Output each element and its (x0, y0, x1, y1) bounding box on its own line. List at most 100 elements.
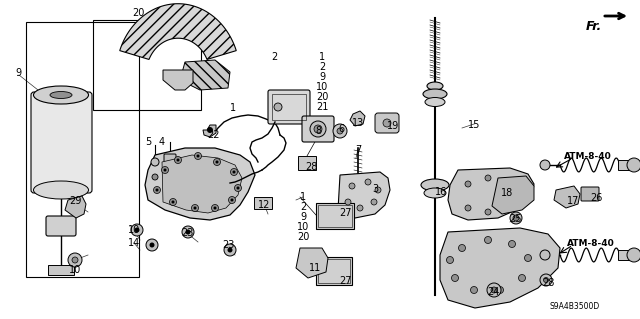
Text: 4: 4 (159, 137, 165, 147)
Polygon shape (180, 60, 230, 90)
Text: ATM-8-40: ATM-8-40 (564, 152, 612, 161)
Circle shape (515, 193, 521, 199)
Ellipse shape (424, 188, 446, 198)
Bar (298, 156, 316, 170)
Circle shape (146, 239, 158, 251)
FancyBboxPatch shape (375, 113, 399, 133)
Text: 20: 20 (316, 92, 328, 102)
Text: 9: 9 (15, 68, 21, 78)
Text: 5: 5 (145, 137, 151, 147)
Circle shape (154, 187, 161, 194)
Text: 6: 6 (338, 124, 344, 134)
Text: 9: 9 (319, 72, 325, 82)
Ellipse shape (50, 92, 72, 99)
Circle shape (497, 286, 504, 293)
Circle shape (491, 287, 497, 293)
Circle shape (175, 157, 182, 164)
Ellipse shape (427, 82, 443, 90)
Circle shape (365, 179, 371, 185)
Text: 14: 14 (128, 238, 140, 248)
Text: 15: 15 (468, 120, 480, 130)
Circle shape (451, 275, 458, 281)
Circle shape (207, 127, 213, 133)
Text: S9A4B3500D: S9A4B3500D (550, 302, 600, 311)
Circle shape (227, 248, 232, 253)
Circle shape (177, 159, 179, 161)
Circle shape (72, 257, 78, 263)
Polygon shape (203, 125, 216, 137)
Circle shape (357, 205, 363, 211)
Circle shape (349, 183, 355, 189)
Text: 23: 23 (222, 240, 234, 250)
Polygon shape (554, 186, 580, 208)
Circle shape (447, 256, 454, 263)
Circle shape (505, 205, 511, 211)
Circle shape (195, 152, 202, 160)
Bar (316, 203, 354, 229)
Circle shape (509, 241, 515, 248)
Circle shape (274, 103, 282, 111)
Text: 28: 28 (542, 278, 554, 288)
Circle shape (465, 181, 471, 187)
Text: 11: 11 (309, 263, 321, 273)
Text: 13: 13 (352, 118, 364, 128)
Circle shape (191, 204, 198, 211)
Polygon shape (296, 248, 328, 278)
Text: ATM-8-40: ATM-8-40 (567, 239, 615, 248)
Circle shape (470, 286, 477, 293)
Text: 10: 10 (128, 225, 140, 235)
Circle shape (375, 187, 381, 193)
Circle shape (484, 236, 492, 243)
Circle shape (333, 124, 347, 138)
Text: 7: 7 (355, 145, 361, 155)
Circle shape (68, 253, 82, 267)
Bar (48, 265, 74, 275)
Circle shape (230, 168, 237, 175)
Circle shape (216, 160, 218, 164)
Circle shape (237, 187, 239, 189)
Text: 9: 9 (300, 212, 306, 222)
Ellipse shape (425, 98, 445, 107)
Polygon shape (120, 4, 236, 59)
Circle shape (525, 255, 531, 262)
Circle shape (310, 121, 326, 137)
Text: 24: 24 (487, 287, 499, 297)
Circle shape (505, 179, 511, 185)
Text: 17: 17 (567, 196, 579, 206)
Text: 2: 2 (319, 62, 325, 72)
Text: 20: 20 (132, 8, 144, 18)
FancyBboxPatch shape (302, 116, 334, 142)
Circle shape (182, 226, 194, 238)
Text: 1: 1 (230, 103, 236, 113)
Text: Fr.: Fr. (586, 20, 602, 33)
Circle shape (510, 212, 522, 224)
Circle shape (230, 198, 234, 202)
FancyBboxPatch shape (581, 187, 599, 201)
Text: 10: 10 (316, 82, 328, 92)
Text: 28: 28 (305, 162, 317, 172)
Circle shape (485, 209, 491, 215)
Text: 27: 27 (340, 276, 352, 286)
Circle shape (371, 199, 377, 205)
Circle shape (214, 206, 216, 210)
Circle shape (627, 248, 640, 262)
Text: 26: 26 (590, 193, 602, 203)
Ellipse shape (33, 181, 88, 199)
Circle shape (228, 197, 236, 204)
FancyBboxPatch shape (268, 90, 310, 124)
FancyBboxPatch shape (46, 216, 76, 236)
Circle shape (134, 227, 140, 233)
Polygon shape (448, 168, 534, 220)
Text: 1: 1 (319, 52, 325, 62)
FancyBboxPatch shape (164, 154, 176, 164)
Circle shape (163, 168, 166, 172)
Text: 23: 23 (181, 228, 193, 238)
Circle shape (540, 274, 552, 286)
Text: 10: 10 (297, 222, 309, 232)
Circle shape (337, 128, 343, 134)
Circle shape (161, 167, 168, 174)
Bar (618, 250, 630, 260)
Circle shape (345, 199, 351, 205)
Polygon shape (65, 196, 86, 218)
Circle shape (151, 158, 159, 166)
